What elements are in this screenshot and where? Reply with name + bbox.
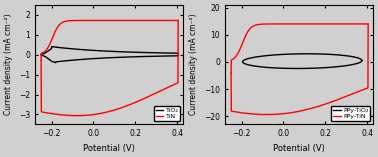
Y-axis label: Current density (mA cm⁻²): Current density (mA cm⁻²) (4, 14, 13, 116)
X-axis label: Potential (V): Potential (V) (83, 144, 135, 153)
Y-axis label: Current density (mA cm⁻²): Current density (mA cm⁻²) (189, 14, 198, 116)
Legend: PPy-TiO₂, PPy-TiN: PPy-TiO₂, PPy-TiN (331, 106, 370, 121)
Legend: TiO₂, TiN: TiO₂, TiN (154, 106, 180, 121)
X-axis label: Potential (V): Potential (V) (273, 144, 325, 153)
